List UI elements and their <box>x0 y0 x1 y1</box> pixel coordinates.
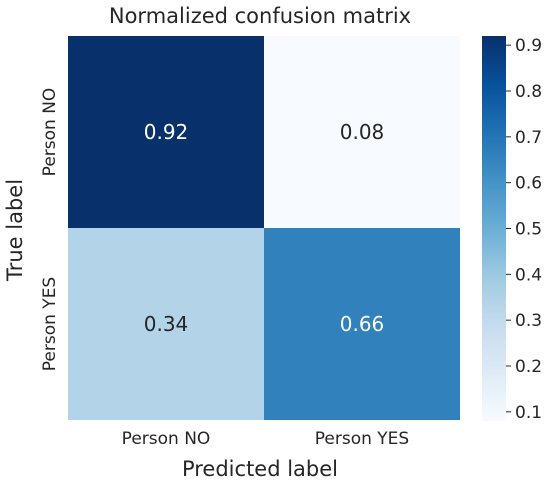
colorbar-tick-label: 0.7 <box>515 128 542 148</box>
y-tick-label: Person NO <box>40 88 60 177</box>
colorbar-ticks: 0.1 0.2 0.3 0.4 0.5 0.6 0.7 0.8 0.9 <box>506 36 542 423</box>
chart-title: Normalized confusion matrix <box>109 4 411 28</box>
colorbar-tick-label: 0.8 <box>515 82 542 102</box>
heatmap-cells: 0.92 0.08 0.34 0.66 <box>68 36 460 420</box>
heatmap-cell <box>264 36 460 228</box>
y-tick-label: Person YES <box>40 277 60 371</box>
heatmap-cell <box>68 36 264 228</box>
x-tick-label: Person NO <box>122 429 211 449</box>
colorbar-tick-label: 0.2 <box>515 357 542 377</box>
colorbar-tick-label: 0.1 <box>515 403 542 423</box>
cell-value-label: 0.92 <box>144 120 189 144</box>
y-tick-labels: Person NO Person YES <box>40 88 60 372</box>
colorbar-tick-label: 0.4 <box>515 265 542 285</box>
colorbar-tick-label: 0.5 <box>515 220 542 240</box>
x-axis-label: Predicted label <box>182 457 338 481</box>
heatmap-cell <box>264 228 460 420</box>
colorbar-tick-label: 0.3 <box>515 311 542 331</box>
cell-value-label: 0.08 <box>340 120 385 144</box>
x-tick-label: Person YES <box>315 429 409 449</box>
heatmap-cell <box>68 228 264 420</box>
y-axis-label: True label <box>3 179 27 282</box>
colorbar: 0.1 0.2 0.3 0.4 0.5 0.6 0.7 0.8 0.9 <box>482 36 542 423</box>
x-tick-labels: Person NO Person YES <box>122 429 410 449</box>
cell-value-label: 0.66 <box>340 312 385 336</box>
cell-value-label: 0.34 <box>144 312 189 336</box>
colorbar-tick-label: 0.9 <box>515 36 542 56</box>
colorbar-gradient <box>482 36 506 421</box>
colorbar-tick-label: 0.6 <box>515 174 542 194</box>
